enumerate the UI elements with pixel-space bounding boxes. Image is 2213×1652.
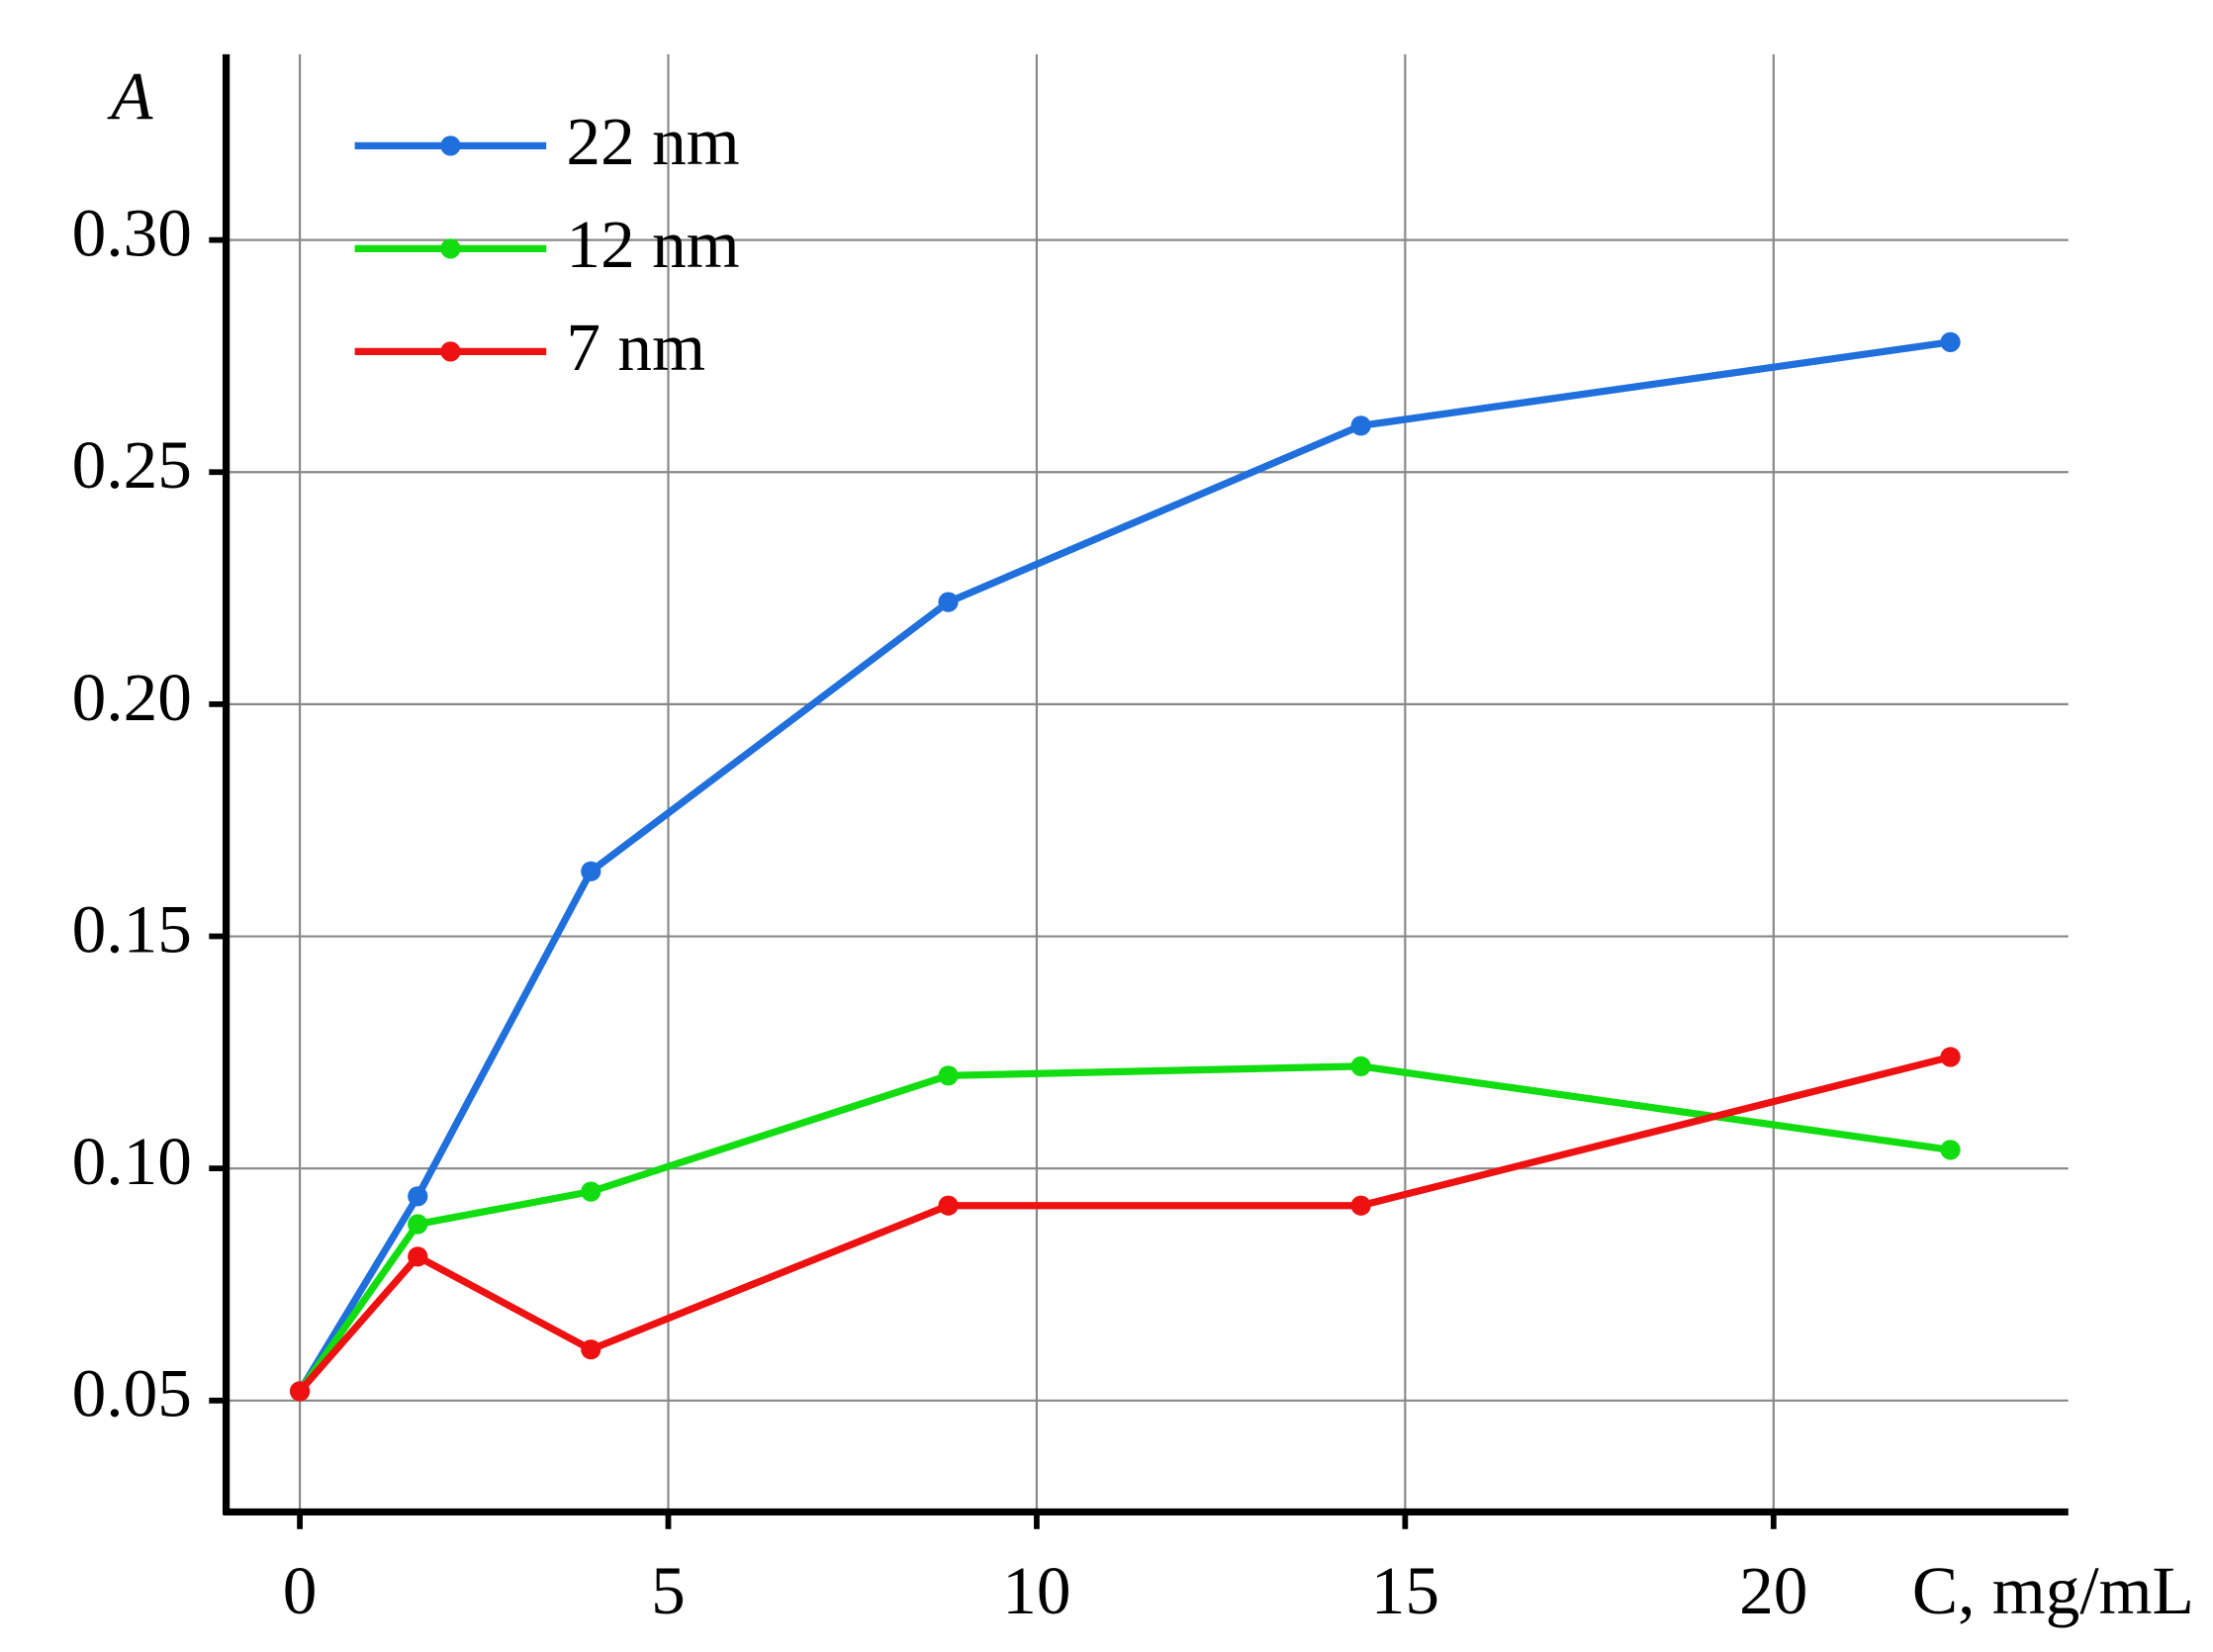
y-axis-label: A <box>107 57 153 134</box>
y-tick-label: 0.30 <box>72 195 192 271</box>
data-point <box>938 592 959 612</box>
data-point <box>408 1246 428 1267</box>
data-point <box>581 861 601 881</box>
data-point <box>1940 1140 1961 1160</box>
data-point <box>1350 1195 1371 1216</box>
data-point <box>1940 331 1961 352</box>
legend-marker <box>440 238 461 259</box>
legend-label: 22 nm <box>566 103 739 179</box>
y-tick-label: 0.25 <box>72 426 192 503</box>
data-point <box>408 1214 428 1235</box>
legend-label: 7 nm <box>566 309 705 385</box>
legend-label: 12 nm <box>566 206 739 282</box>
y-tick-label: 0.15 <box>72 890 192 966</box>
y-tick-label: 0.20 <box>72 659 192 735</box>
data-point <box>938 1065 959 1086</box>
y-tick-label: 0.10 <box>72 1123 192 1199</box>
data-point <box>581 1181 601 1202</box>
data-point <box>1350 1055 1371 1077</box>
data-point <box>1940 1047 1961 1067</box>
x-tick-label: 5 <box>651 1552 686 1628</box>
data-point <box>1350 415 1371 436</box>
legend-marker <box>440 341 461 362</box>
series-line <box>296 338 1952 1394</box>
data-point <box>938 1195 959 1216</box>
y-tick-label: 0.05 <box>72 1355 192 1431</box>
x-axis-label: C, mg/mL <box>1912 1552 2194 1628</box>
legend-marker <box>440 136 461 156</box>
series-line <box>297 1062 1952 1394</box>
x-tick-label: 15 <box>1371 1552 1439 1628</box>
x-tick-label: 20 <box>1739 1552 1807 1628</box>
data-point <box>408 1186 428 1207</box>
data-point <box>581 1339 601 1360</box>
series-line <box>297 1054 1952 1394</box>
x-tick-label: 10 <box>1002 1552 1070 1628</box>
data-point <box>289 1381 311 1402</box>
x-tick-label: 0 <box>283 1552 318 1628</box>
